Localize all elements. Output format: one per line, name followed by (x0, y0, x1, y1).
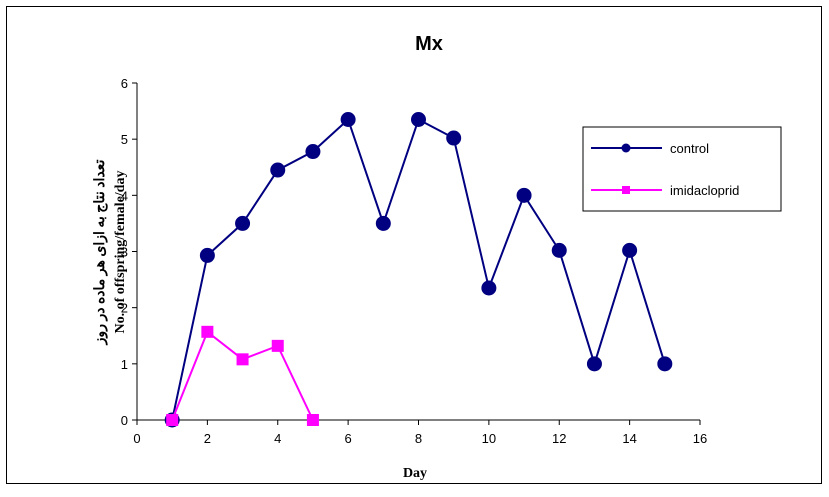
legend-box (582, 126, 782, 212)
x-tick-label: 2 (204, 431, 211, 446)
data-point-imidacloprid (236, 353, 249, 366)
x-axis-title: Day (403, 466, 427, 481)
data-point-control (586, 356, 602, 372)
data-point-control (199, 247, 215, 263)
legend-imidacloprid-marker (622, 186, 630, 194)
series-imidacloprid (166, 325, 319, 426)
y-tick-label: 3 (121, 245, 128, 260)
data-point-control (516, 187, 532, 203)
x-tick-label: 14 (622, 431, 636, 446)
chart-title: Mx (415, 33, 443, 55)
data-point-imidacloprid (201, 325, 214, 338)
y-tick-label: 6 (121, 76, 128, 91)
series-line-imidacloprid (171, 330, 314, 421)
legend: control imidacloprid (582, 126, 782, 212)
y-tick-label: 2 (121, 301, 128, 316)
x-tick-label: 4 (274, 431, 281, 446)
y-axis-title: No. of offspring/female/day (113, 171, 128, 334)
series-layer (164, 112, 673, 428)
legend-control-marker (621, 143, 631, 153)
data-point-control (446, 130, 462, 146)
data-point-control (481, 280, 497, 296)
x-tick-label: 10 (482, 431, 496, 446)
x-tick-label: 8 (415, 431, 422, 446)
data-point-control (305, 144, 321, 160)
x-tick-label: 12 (552, 431, 566, 446)
x-tick-label: 0 (133, 431, 140, 446)
data-point-control (622, 242, 638, 258)
data-point-control (235, 215, 251, 231)
y-axis-title-persian: تعداد نتاج به ازای هر ماده در روز (93, 160, 108, 346)
data-point-control (411, 112, 426, 128)
y-tick-label: 4 (121, 188, 128, 203)
data-point-control (657, 356, 673, 372)
y-tick-label: 0 (121, 413, 128, 428)
y-tick-label: 5 (121, 132, 128, 147)
data-point-control (551, 242, 567, 258)
data-point-control (270, 162, 286, 178)
data-point-imidacloprid (166, 414, 179, 426)
data-point-imidacloprid (306, 414, 319, 426)
y-ticks: 0 1 2 3 4 5 6 (121, 76, 137, 428)
data-point-control (375, 215, 391, 231)
data-point-control (340, 112, 356, 128)
y-tick-label: 1 (121, 357, 128, 372)
x-ticks: 0 2 4 6 8 10 12 14 16 (133, 420, 707, 446)
x-tick-label: 16 (693, 431, 707, 446)
x-tick-label: 6 (345, 431, 352, 446)
legend-imidacloprid-label: imidacloprid (670, 183, 739, 198)
legend-control-label: control (670, 141, 709, 156)
data-point-imidacloprid (271, 339, 284, 352)
